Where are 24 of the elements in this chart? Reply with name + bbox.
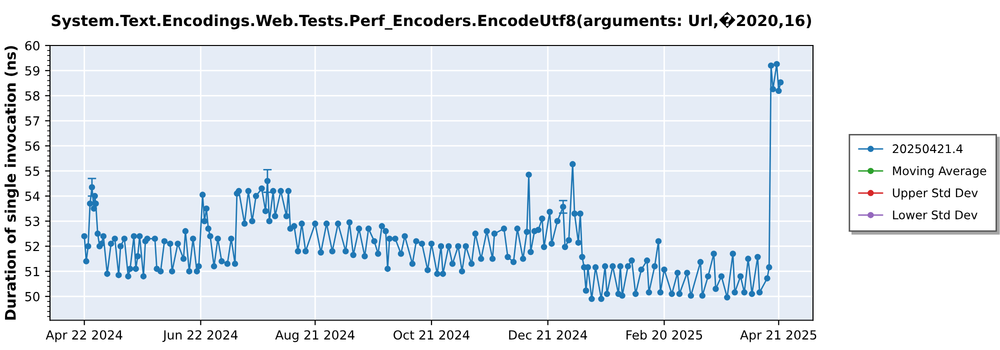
y-tick-label: 52 — [25, 242, 40, 252]
y-axis-title: Duration of single invocation (ns) — [4, 46, 19, 320]
x-tick-label: Feb 20 2025 — [626, 330, 702, 340]
y-tick-label: 53 — [25, 216, 40, 226]
x-tick-label: Apr 21 2025 — [740, 330, 816, 342]
x-tick-label: Jun 22 2024 — [162, 330, 238, 342]
legend-label: 20250421.4 — [892, 144, 963, 154]
y-tick-label: 50 — [25, 292, 40, 302]
legend-label: Upper Std Dev — [892, 188, 978, 200]
legend-label: Moving Average — [893, 166, 986, 178]
legend-label: Lower Std Dev — [893, 210, 978, 220]
y-tick-label: 59 — [25, 66, 40, 76]
x-tick-label: Dec 21 2024 — [509, 330, 588, 340]
y-tick-label: 51 — [25, 266, 40, 276]
x-tick-label: Apr 22 2024 — [46, 330, 122, 342]
chart-title: System.Text.Encodings.Web.Tests.Perf_Encoders.EncodeUtf8(arguments: Url,�2020,16) — [52, 12, 812, 30]
y-tick-label: 56 — [25, 141, 40, 151]
y-tick-label: 58 — [25, 91, 40, 101]
x-tick-label: Aug 21 2024 — [275, 330, 354, 342]
y-tick-label: 55 — [25, 166, 40, 176]
y-tick-label: 54 — [25, 192, 40, 201]
y-tick-label: 57 — [25, 116, 40, 126]
x-tick-label: Oct 21 2024 — [394, 330, 470, 340]
y-tick-label: 60 — [25, 40, 40, 50]
